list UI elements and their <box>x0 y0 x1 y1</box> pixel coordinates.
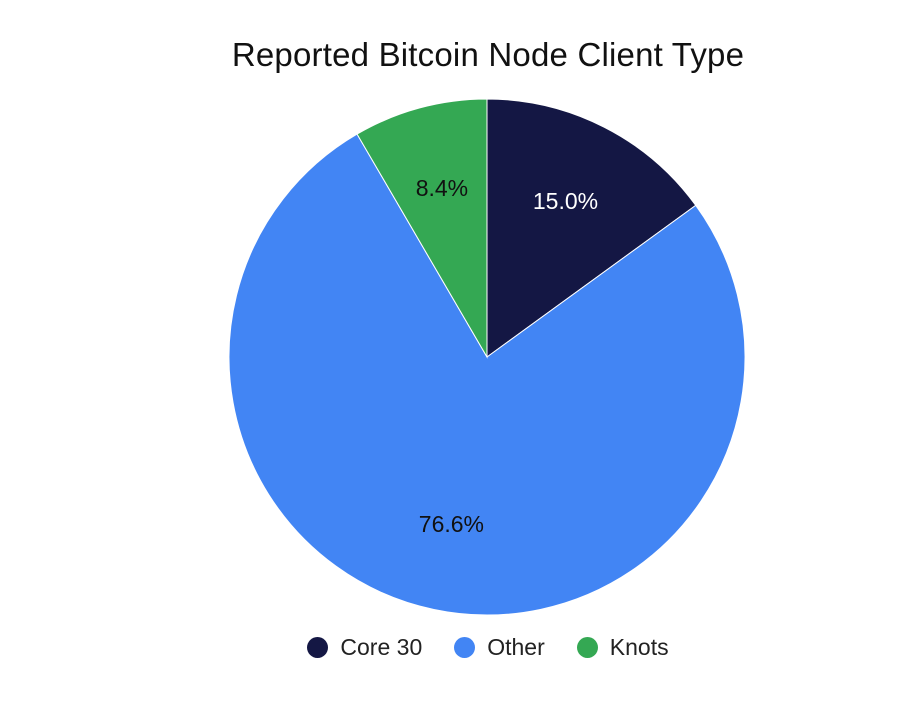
pie-label-knots: 8.4% <box>416 175 468 201</box>
legend-item-core-30: Core 30 <box>307 634 422 661</box>
legend-label: Core 30 <box>340 634 423 660</box>
legend-item-other: Other <box>454 634 545 661</box>
legend-swatch <box>454 637 476 658</box>
legend-label: Knots <box>609 634 669 660</box>
pie-slice-knots <box>356 98 488 359</box>
legend-swatch <box>576 637 598 658</box>
pie-label-core-30: 15.0% <box>533 188 598 214</box>
pie-label-other: 76.6% <box>419 511 484 537</box>
chart-title: Reported Bitcoin Node Client Type <box>231 36 745 73</box>
legend-item-knots: Knots <box>576 634 669 661</box>
legend-label: Other <box>487 634 545 660</box>
legend-swatch <box>307 637 329 658</box>
pie-slice-other <box>228 133 746 616</box>
pie-slice-core-30 <box>486 98 697 358</box>
chart-legend: Core 30 Other Knots <box>0 634 916 661</box>
